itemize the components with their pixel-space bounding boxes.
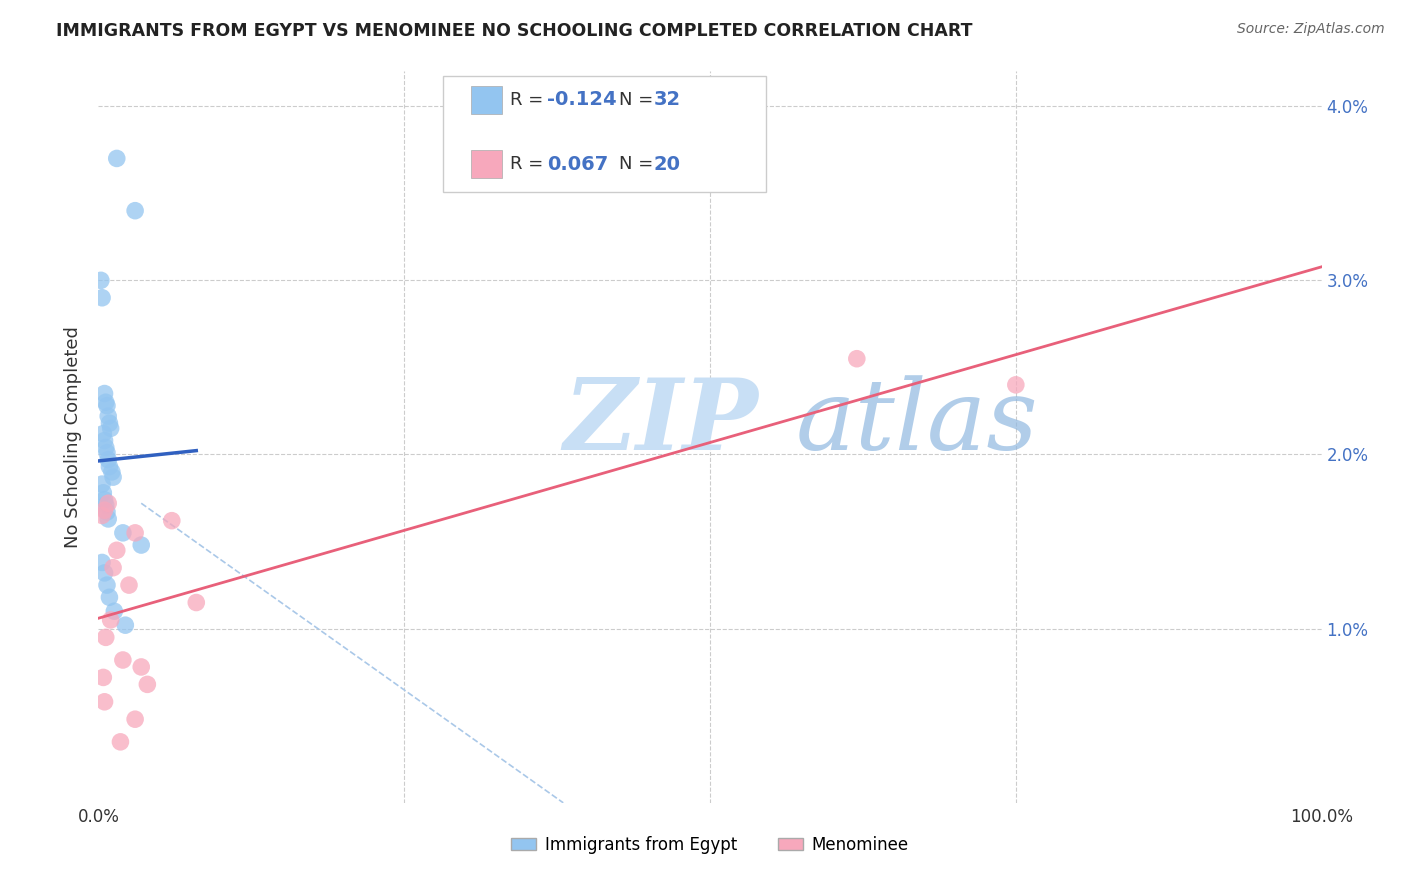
Point [129, 660, 152, 674]
Point [91, 508, 114, 523]
Point [186, 595, 208, 609]
Point [101, 470, 124, 484]
Point [94, 441, 117, 455]
Point [124, 203, 146, 218]
Point [93, 492, 115, 507]
Text: R =: R = [510, 91, 550, 109]
Point [94, 498, 117, 512]
Point [845, 351, 868, 366]
Text: 20: 20 [654, 154, 681, 174]
Point [101, 560, 124, 574]
Point [94, 395, 117, 409]
Point [105, 543, 128, 558]
Text: 32: 32 [654, 90, 681, 110]
Point [105, 152, 128, 166]
Text: N =: N = [619, 155, 658, 173]
Text: R =: R = [510, 155, 550, 173]
Y-axis label: No Schooling Completed: No Schooling Completed [65, 326, 83, 548]
Point [160, 514, 183, 528]
Point [124, 712, 146, 726]
Point [124, 525, 146, 540]
Point [93, 566, 115, 580]
Point [103, 604, 125, 618]
Point [90, 273, 112, 287]
Text: -0.124: -0.124 [547, 90, 617, 110]
Text: N =: N = [619, 91, 658, 109]
Point [96, 505, 118, 519]
Point [100, 613, 122, 627]
Point [93, 695, 115, 709]
Point [100, 421, 122, 435]
Point [93, 386, 115, 401]
Text: atlas: atlas [796, 375, 1039, 470]
Point [91, 291, 114, 305]
Point [110, 735, 132, 749]
Point [94, 631, 117, 645]
Point [111, 653, 134, 667]
Point [98, 591, 121, 605]
Point [97, 452, 120, 467]
Point [96, 578, 118, 592]
Point [129, 538, 152, 552]
Point [114, 618, 136, 632]
Point [101, 465, 124, 479]
Point [93, 434, 115, 448]
Text: 0.067: 0.067 [547, 154, 609, 174]
Point [91, 426, 114, 441]
Legend: Immigrants from Egypt, Menominee: Immigrants from Egypt, Menominee [505, 829, 915, 860]
Point [93, 503, 115, 517]
Point [96, 399, 118, 413]
Text: Source: ZipAtlas.com: Source: ZipAtlas.com [1237, 22, 1385, 37]
Text: IMMIGRANTS FROM EGYPT VS MENOMINEE NO SCHOOLING COMPLETED CORRELATION CHART: IMMIGRANTS FROM EGYPT VS MENOMINEE NO SC… [56, 22, 973, 40]
Point [1004, 377, 1026, 392]
Point [97, 496, 120, 510]
Point [91, 485, 114, 500]
Point [98, 459, 121, 474]
Point [136, 677, 159, 691]
Point [91, 477, 114, 491]
Point [98, 416, 121, 430]
Point [97, 409, 120, 424]
Point [97, 512, 120, 526]
Point [96, 446, 118, 460]
Point [118, 578, 141, 592]
Point [91, 556, 114, 570]
Point [111, 525, 134, 540]
Point [91, 670, 114, 684]
Text: ZIP: ZIP [564, 375, 758, 471]
